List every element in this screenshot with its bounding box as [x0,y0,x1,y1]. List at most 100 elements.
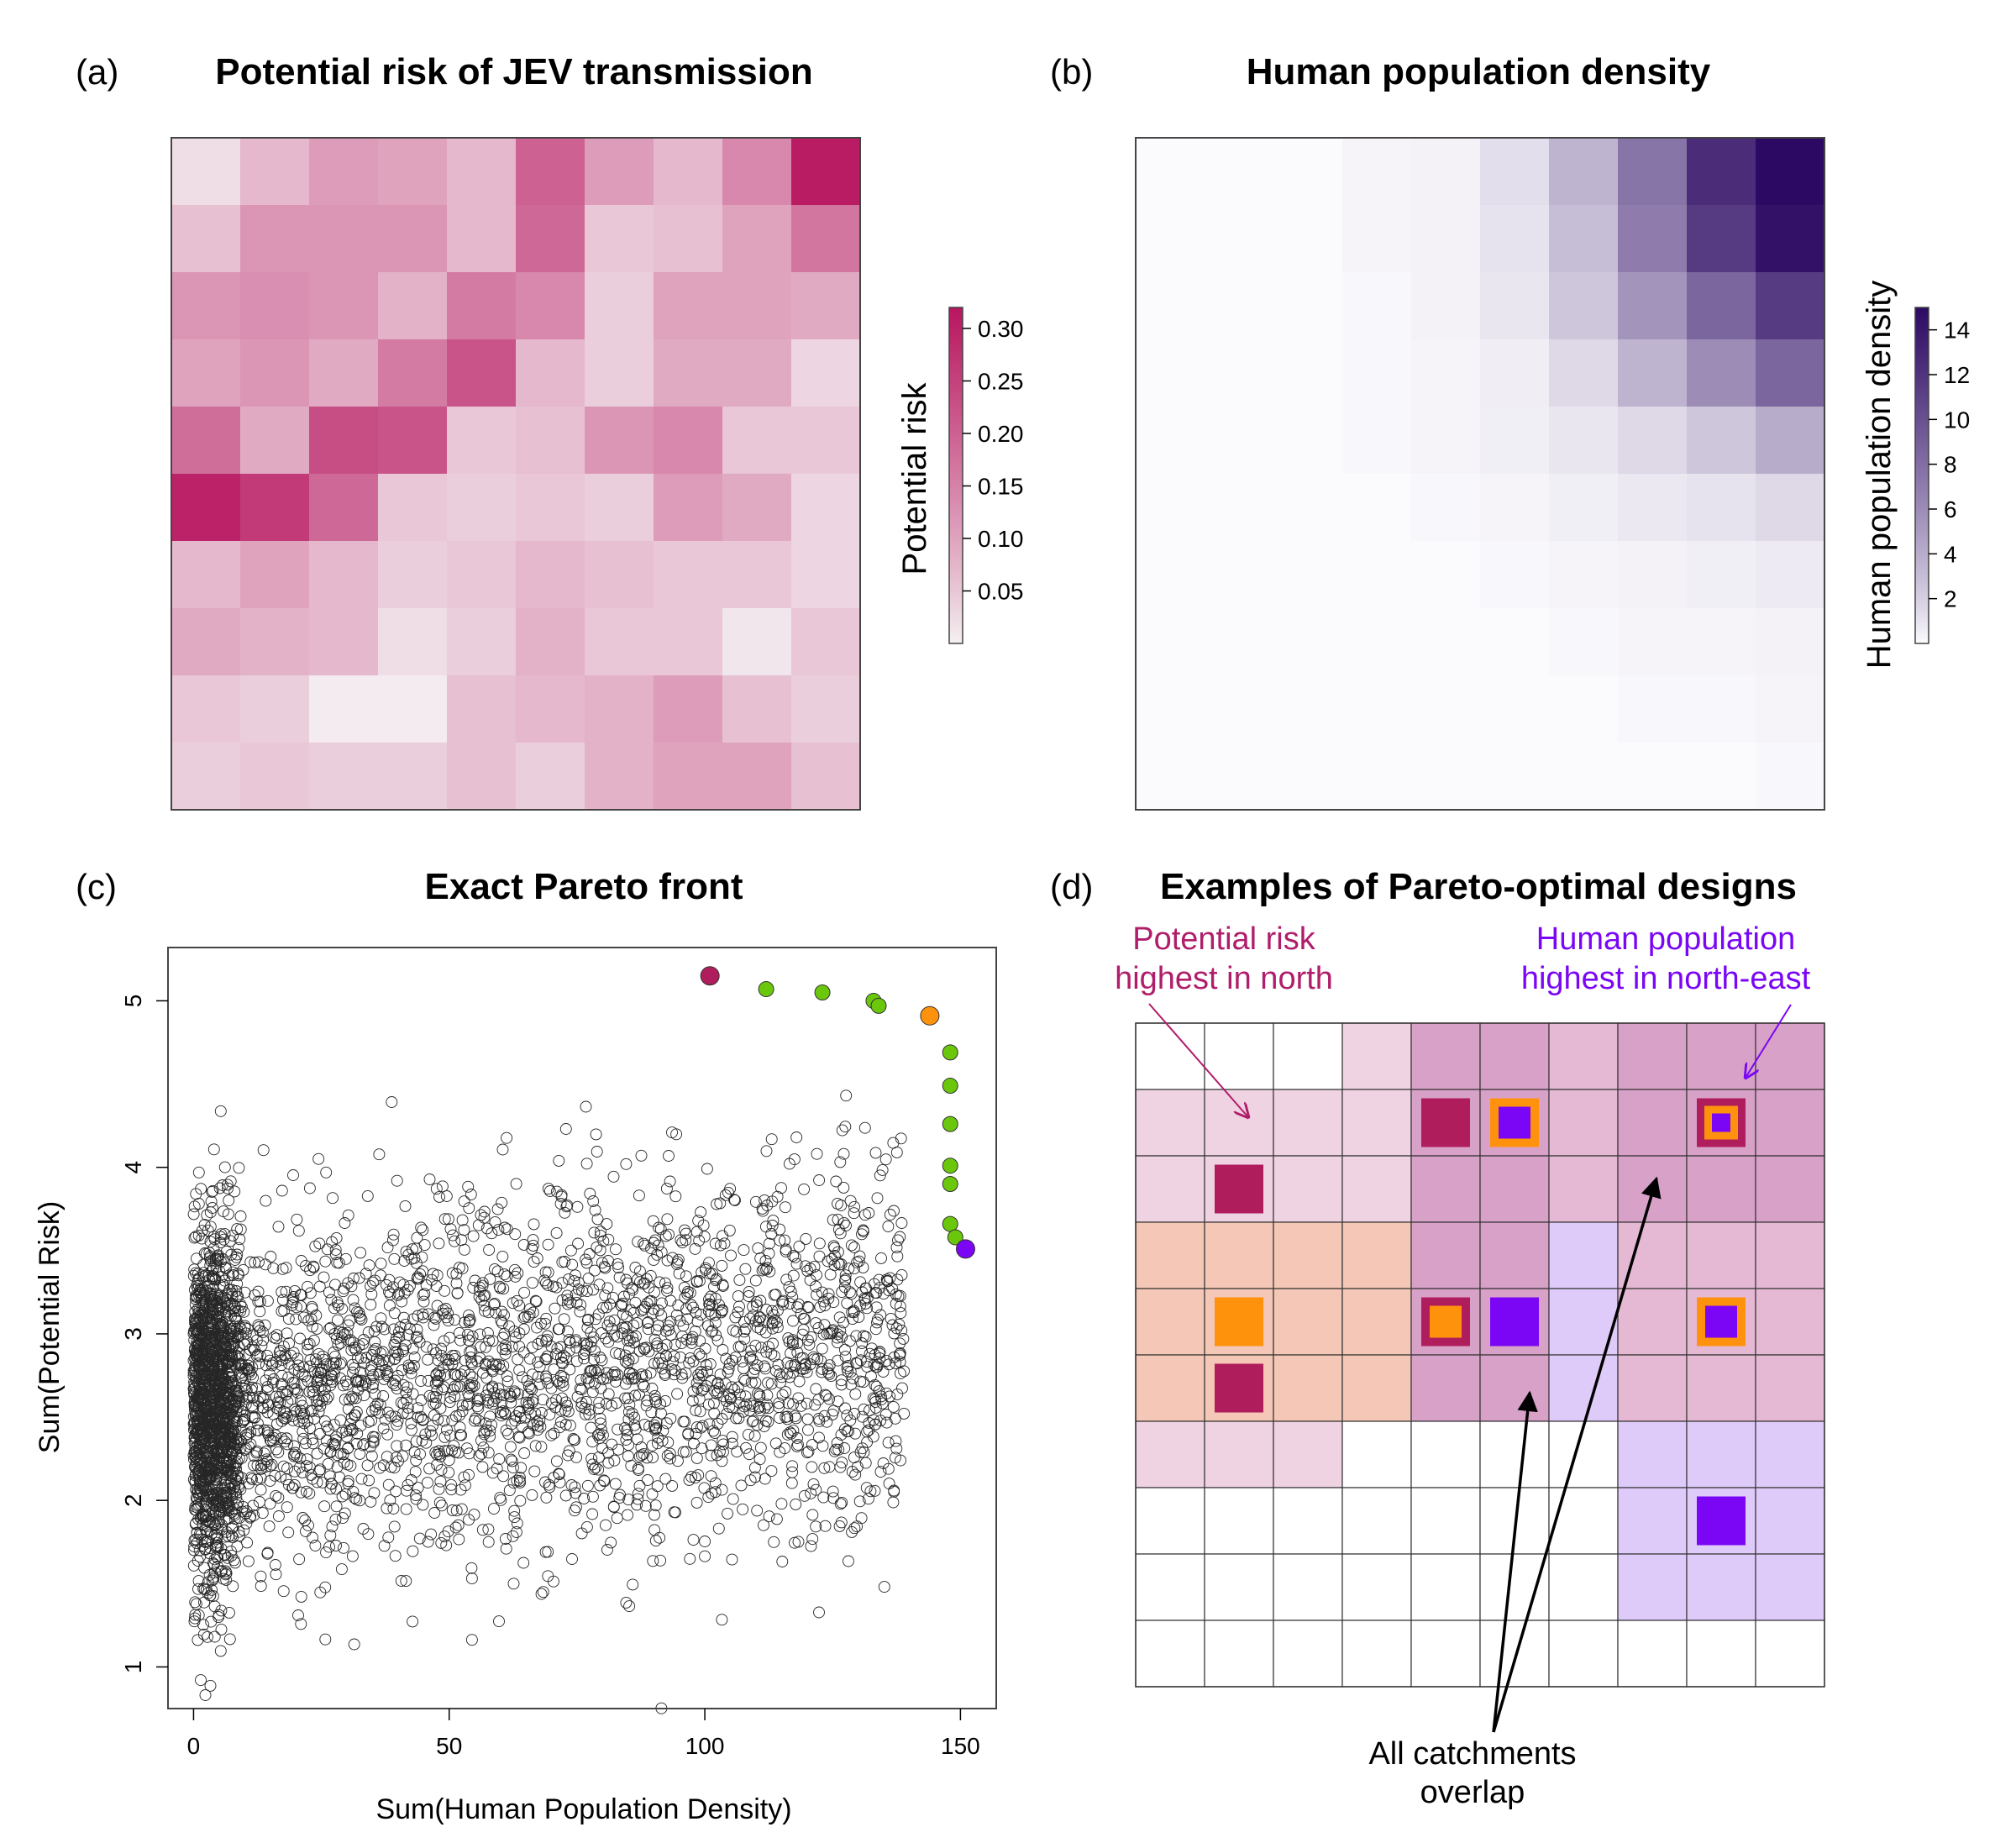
heatmap-cell [1273,608,1343,676]
y-tick-label: 5 [120,995,146,1008]
design-cell [1410,1553,1481,1621]
pareto-point-risk [700,966,720,986]
panel-d-title: Examples of Pareto-optimal designs [1160,866,1797,907]
heatmap-cell [654,205,723,273]
heatmap-cell [654,138,723,206]
heatmap-cell [171,608,241,676]
heatmap-cell [1480,272,1550,340]
pareto-point-pop [955,1239,975,1259]
arrow-pop [1746,1004,1792,1078]
pareto-point-orange [920,1005,940,1026]
panel-d-label: (d) [1050,867,1093,906]
heatmap-cell [585,407,654,475]
heatmap-cell [1411,205,1481,273]
heatmap-cell [171,272,241,340]
scatter-frame [167,947,997,1709]
panel-c-label: (c) [76,867,117,906]
design-cell [1548,1354,1619,1422]
heatmap-cell [171,205,241,273]
heatmap-cell [585,675,654,743]
scatter-axes: 0 50 100 150 1 2 3 4 5 [120,995,980,1759]
panel-b-title: Human population density [1247,51,1711,92]
heatmap-cell [1342,272,1412,340]
heatmap-cell [516,608,585,676]
design-cell [1755,1487,1825,1555]
heatmap-cell [171,339,241,407]
heatmap-cell [1549,272,1619,340]
design-cell [1341,1354,1412,1422]
heatmap-cell [1549,474,1619,542]
heatmap-cell [1480,675,1550,743]
heatmap-cell [722,272,792,340]
design-cell [1686,1420,1756,1488]
heatmap-cell [240,608,310,676]
design-cell [1617,1487,1688,1555]
design-cell [1617,1089,1688,1157]
population-colorbar-label: Human population density [1861,281,1898,669]
design-markers [1215,1098,1746,1546]
colorbar-tick-label: 0.05 [978,579,1024,605]
heatmap-cell [585,138,654,206]
heatmap-cell [309,743,379,811]
heatmap-cell [1756,407,1825,475]
heatmap-cell [1136,675,1205,743]
marker-risk [1215,1363,1263,1413]
heatmap-cell [447,205,517,273]
design-cell [1410,1354,1481,1422]
design-cell [1341,1487,1412,1555]
heatmap-cell [516,339,585,407]
pareto-point-mid [942,1158,958,1174]
heatmap-cell [791,743,861,811]
design-cell [1273,1221,1343,1289]
pareto-point-mid [942,1078,958,1095]
design-cell [1617,1620,1688,1688]
panel-c: (c) Exact Pareto front 0 50 100 150 1 2 3 4 5 Su… [34,866,997,1825]
design-cell [1686,1553,1756,1621]
colorbar-tick-label: 0.30 [978,316,1024,342]
arrow-risk [1148,1003,1248,1117]
annotation-risk-line2: highest in north [1115,961,1333,996]
heatmap-cell [1136,608,1205,676]
heatmap-cell [240,743,310,811]
heatmap-cell [516,205,585,273]
design-cell [1204,1487,1274,1555]
design-cell [1479,1155,1550,1223]
heatmap-cell [516,138,585,206]
heatmap-cell [1618,743,1688,811]
heatmap-cell [1756,474,1825,542]
heatmap-cell [1273,272,1343,340]
x-tick-label: 0 [187,1733,201,1759]
pareto-point-mid [814,984,831,1001]
pareto-point-mid [758,981,774,998]
heatmap-cell [585,608,654,676]
heatmap-cell [791,138,861,206]
heatmap-cell [309,205,379,273]
heatmap-cell [378,743,448,811]
design-cell [1479,1354,1550,1422]
heatmap-cell [309,272,379,340]
heatmap-cell [791,474,861,542]
colorbar-tick-label: 0.20 [978,421,1024,447]
heatmap-cell [791,272,861,340]
heatmap-cell [240,205,310,273]
heatmap-cell [1549,339,1619,407]
population-heatmap [1136,138,1825,811]
heatmap-cell [722,474,792,542]
heatmap-cell [1205,743,1274,811]
heatmap-cell [378,138,448,206]
design-cell [1755,1354,1825,1422]
design-cell [1410,1221,1481,1289]
design-cell [1410,1420,1481,1488]
marker-purple [1705,1305,1737,1338]
population-heatmap-frame [1135,137,1825,811]
panel-b: (b) Human population density 2468101214 … [1050,51,1970,811]
design-cell [1479,1022,1550,1090]
design-cell [1479,1620,1550,1688]
heatmap-cell [171,138,241,206]
colorbar-tick-label: 4 [1944,541,1957,567]
heatmap-cell [1342,474,1412,542]
colorbar-ramp [1914,307,1929,644]
heatmap-cell [1205,541,1274,609]
heatmap-cell [1756,541,1825,609]
design-cell [1341,1022,1412,1090]
